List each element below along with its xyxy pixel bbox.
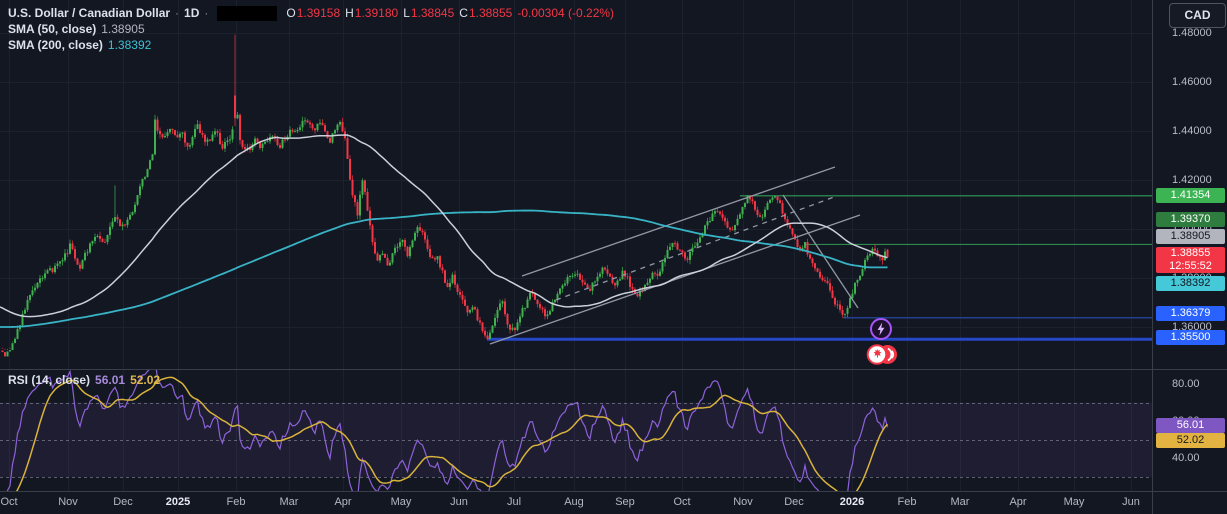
sma50-row: SMA (50, close) 1.38905	[8, 21, 614, 37]
price-axis-label: 1.42000	[1172, 174, 1212, 186]
pane-separator-bottom[interactable]	[0, 491, 1227, 492]
currency-toggle-button[interactable]: CAD	[1169, 3, 1226, 28]
rsi-value: 56.01	[95, 373, 126, 387]
time-axis-label[interactable]: Oct	[0, 496, 18, 508]
price-axis-label: 1.48000	[1172, 27, 1212, 39]
rsi-label[interactable]: RSI (14, close)	[8, 373, 91, 387]
main-legend: U.S. Dollar / Canadian Dollar · 1D · O 1.…	[8, 5, 614, 53]
price-badge: 1.35500	[1156, 330, 1225, 345]
time-axis-label[interactable]: Jul	[506, 496, 522, 508]
time-axis-label[interactable]: Apr	[1009, 496, 1027, 508]
time-axis-label[interactable]: Nov	[58, 496, 78, 508]
time-axis-label[interactable]: Sep	[615, 496, 635, 508]
time-axis-label[interactable]: Feb	[226, 496, 246, 508]
time-axis-label[interactable]: Jun	[1122, 496, 1140, 508]
price-badge: 1.41354	[1156, 188, 1225, 203]
countdown-timer: 12:55:52	[1169, 260, 1212, 272]
price-chart-pane[interactable]	[0, 0, 1152, 369]
time-axis-label[interactable]: Apr	[334, 496, 352, 508]
rsi-axis-label: 40.00	[1172, 452, 1200, 464]
time-axis-label[interactable]: Mar	[279, 496, 299, 508]
sma200-value: 1.38392	[107, 38, 152, 52]
time-axis-label[interactable]: 2025	[165, 496, 191, 508]
lightning-event-icon[interactable]	[869, 317, 893, 341]
sma200-row: SMA (200, close) 1.38392	[8, 37, 614, 53]
rsi-signal-value: 52.02	[130, 373, 161, 387]
ohlc-open: O 1.39158	[286, 6, 341, 20]
price-axis-separator	[1152, 0, 1153, 514]
canada-economic-event-icon[interactable]	[866, 343, 899, 366]
price-badge: 1.36379	[1156, 306, 1225, 321]
interval-label[interactable]: 1D	[184, 6, 200, 20]
ohlc-close: C 1.38855	[459, 6, 513, 20]
sma50-value: 1.38905	[101, 22, 145, 36]
pane-separator-top[interactable]	[0, 369, 1227, 370]
rsi-badge: 52.02	[1156, 433, 1225, 448]
time-axis[interactable]: Oct Nov Dec 2025 Feb Mar Apr May Jun Jul Aug Sep Oct…	[0, 492, 1152, 514]
symbol-row: U.S. Dollar / Canadian Dollar · 1D · O 1.…	[8, 5, 614, 21]
sma200-label[interactable]: SMA (200, close)	[8, 38, 103, 52]
time-axis-label[interactable]: Feb	[897, 496, 917, 508]
rsi-indicator-pane[interactable]	[0, 370, 1152, 491]
time-axis-label[interactable]: Oct	[673, 496, 691, 508]
time-axis-label[interactable]: 2026	[839, 496, 865, 508]
ohlc-low: L 1.38845	[403, 6, 455, 20]
time-axis-label[interactable]: Dec	[784, 496, 804, 508]
price-axis-label: 1.46000	[1172, 76, 1212, 88]
time-axis-label[interactable]: Aug	[564, 496, 584, 508]
rsi-axis-label: 80.00	[1172, 378, 1200, 390]
time-axis-label[interactable]: Jun	[450, 496, 468, 508]
price-badge: 1.38905	[1156, 229, 1225, 244]
separator-dot: ·	[204, 6, 209, 20]
redacted-provider-box	[217, 5, 278, 21]
price-axis-label: 1.44000	[1172, 125, 1212, 137]
rsi-legend: RSI (14, close) 56.01 52.02	[8, 372, 160, 388]
time-axis-label[interactable]: Nov	[733, 496, 753, 508]
time-axis-label[interactable]: Mar	[950, 496, 970, 508]
price-badge: 1.38392	[1156, 276, 1225, 291]
sma50-label[interactable]: SMA (50, close)	[8, 22, 97, 36]
price-badge: 1.39370	[1156, 212, 1225, 227]
time-axis-label[interactable]: May	[390, 496, 412, 508]
time-axis-label[interactable]: Dec	[113, 496, 133, 508]
symbol-title[interactable]: U.S. Dollar / Canadian Dollar	[8, 6, 171, 20]
rsi-badge: 56.01	[1156, 418, 1225, 433]
price-badge: 1.38855 12:55:52	[1156, 247, 1225, 273]
change-value: -0.00304 (-0.22%)	[517, 6, 615, 20]
time-axis-label[interactable]: May	[1063, 496, 1085, 508]
ohlc-high: H 1.39180	[345, 6, 399, 20]
price-axis[interactable]: CAD 1.480001.460001.440001.420001.400001…	[1153, 0, 1227, 514]
separator-dot: ·	[175, 6, 180, 20]
